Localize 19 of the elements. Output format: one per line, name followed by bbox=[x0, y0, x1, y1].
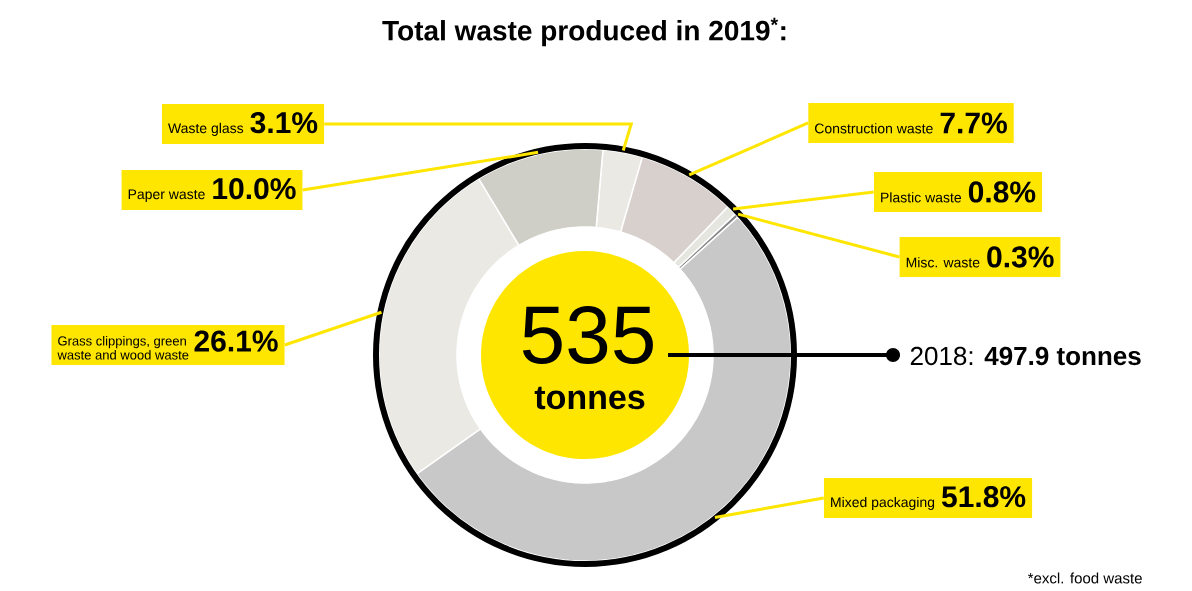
data-label: 0.3% bbox=[987, 246, 1054, 268]
slice-label: Plastic waste bbox=[881, 192, 962, 203]
slice-label: Mixed packaging bbox=[831, 496, 935, 510]
data-label: 3.1% bbox=[250, 112, 318, 134]
slice-label: Paper waste bbox=[128, 189, 205, 202]
data-label: 51.8% bbox=[941, 486, 1026, 508]
text: 535 bbox=[522, 305, 653, 365]
text: tonnes bbox=[534, 386, 645, 410]
slice-label: Waste glass bbox=[168, 122, 244, 136]
data-label: 26.1% bbox=[194, 330, 278, 352]
data-label: 7.7% bbox=[940, 112, 1007, 134]
chart-title: Total waste produced in 2019$^{*}$: bbox=[382, 17, 786, 47]
text: *excl. food waste bbox=[1027, 572, 1142, 584]
data-label: 0.8% bbox=[968, 181, 1036, 203]
slice-label: Construction waste bbox=[815, 123, 933, 134]
text: 2018: 497.9 tonnes bbox=[910, 346, 1141, 366]
slice-label: Grass clippings, green waste and wood waste bbox=[57, 336, 189, 360]
slice-label: Misc. waste bbox=[906, 257, 980, 268]
data-label: 10.0% bbox=[213, 178, 296, 200]
